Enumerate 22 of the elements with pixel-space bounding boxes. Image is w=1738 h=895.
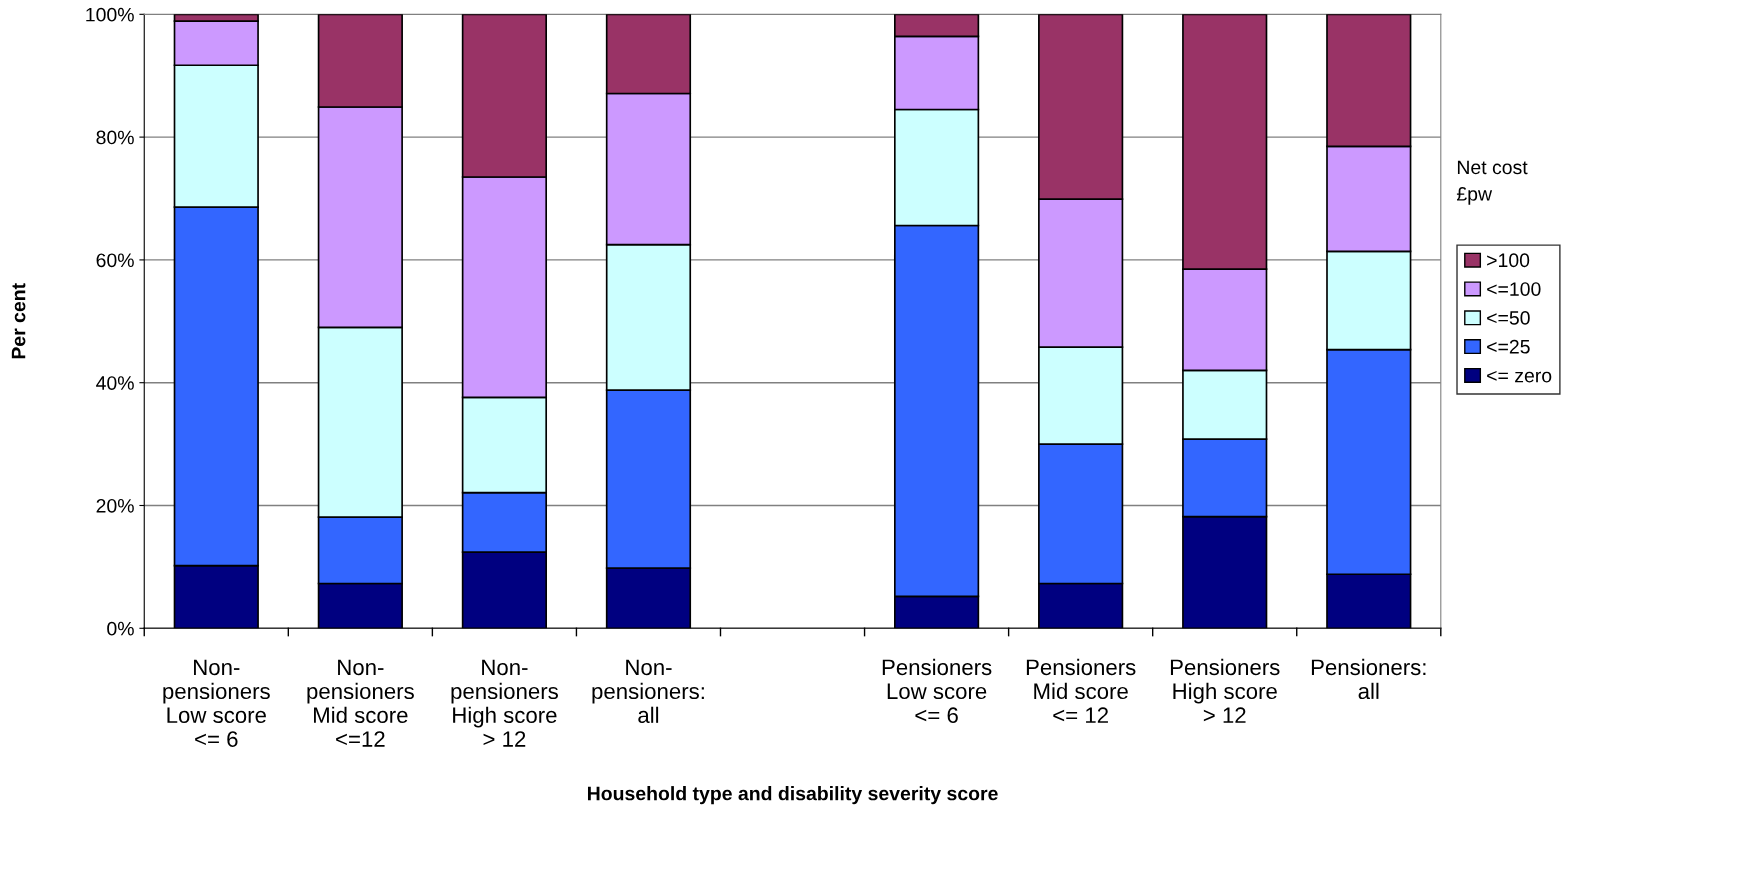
y-axis-title: Per cent: [11, 283, 26, 359]
y-tick-label: 80%: [96, 130, 134, 145]
y-tick-label: 0%: [107, 621, 134, 636]
legend-title: Net cost £pw: [1456, 160, 1528, 205]
x-tick-label: Non- pensioners Low score <= 6: [163, 659, 270, 747]
y-tick-label: 40%: [96, 376, 134, 390]
legend-label: <=50: [1487, 311, 1530, 325]
x-tick-label: Pensioners High score > 12: [1170, 658, 1280, 723]
x-axis-title: Household type and disability severity score: [587, 786, 998, 805]
x-tick-label: Non- pensioners: all: [592, 659, 704, 724]
legend-label: >100: [1487, 253, 1530, 268]
y-tick-label: 20%: [96, 498, 134, 513]
x-tick-label: Pensioners Low score <= 6: [882, 658, 992, 724]
x-tick-label: Pensioners: all: [1311, 658, 1426, 700]
legend-label: <= zero: [1487, 370, 1552, 383]
y-tick-label: 60%: [96, 253, 134, 268]
legend-label: <=25: [1487, 339, 1530, 354]
y-tick-label: 100%: [86, 7, 134, 22]
x-tick-label: Non- pensioners Mid score <=12: [307, 659, 414, 747]
x-tick-label: Pensioners Mid score <= 12: [1026, 658, 1136, 723]
x-tick-label: Non- pensioners High score > 12: [451, 659, 558, 747]
legend-label: <=100: [1487, 282, 1541, 296]
